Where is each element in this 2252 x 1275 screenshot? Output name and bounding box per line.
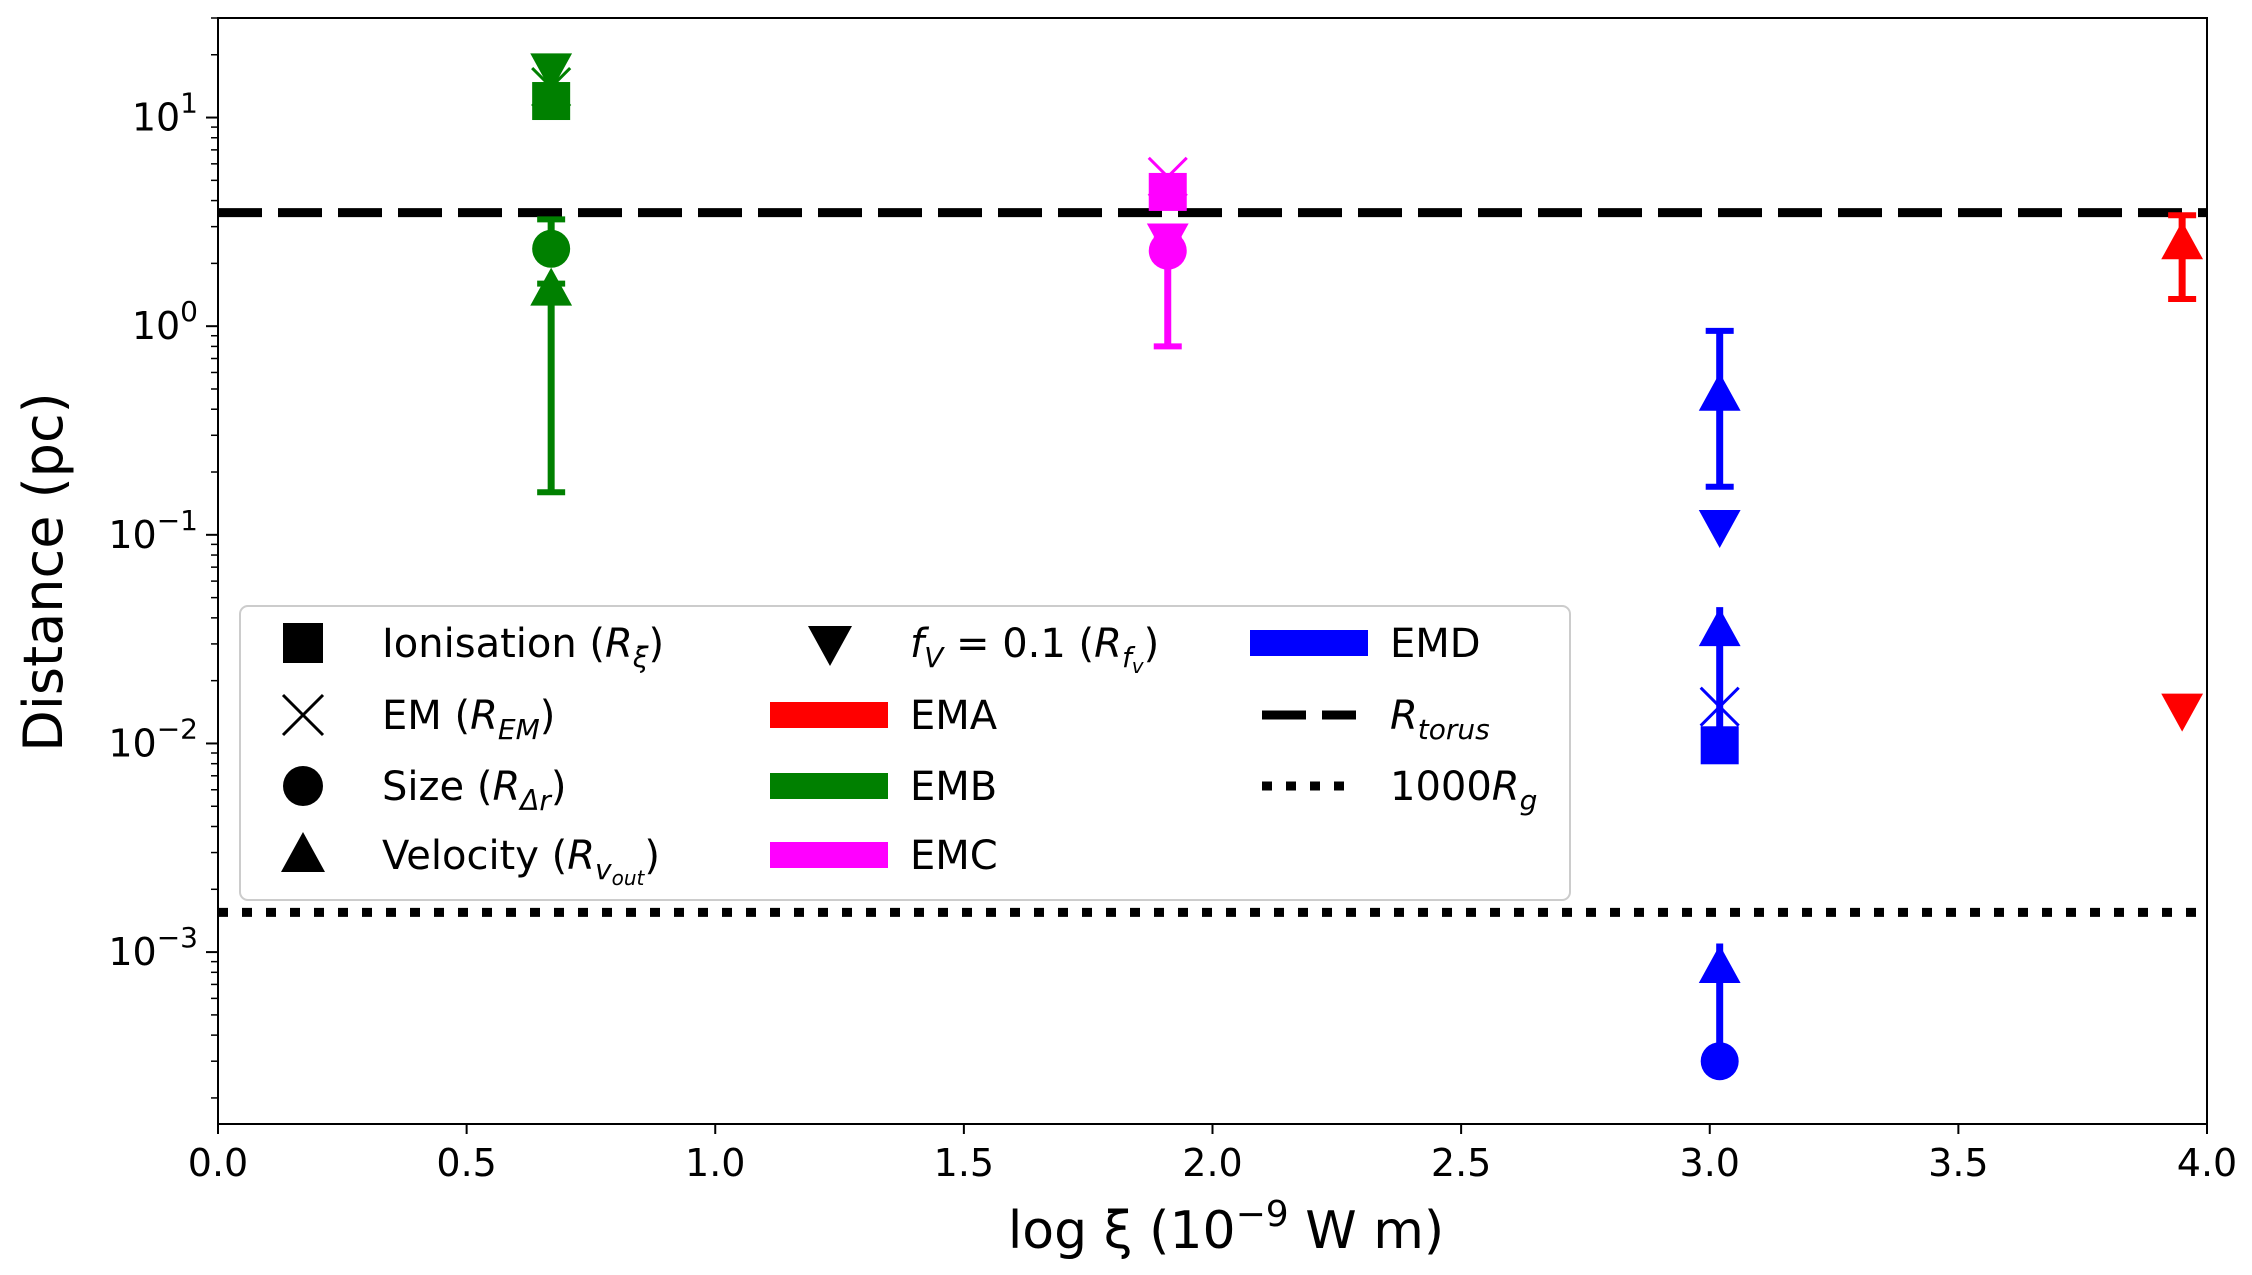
- point-circle: [1148, 231, 1187, 270]
- point-circle: [532, 229, 571, 268]
- y-tick-label: 10−3: [108, 921, 198, 974]
- point-triangle-up: [1698, 608, 1741, 647]
- legend-marker-x: [281, 693, 325, 737]
- legend-label: Rtorus: [1390, 693, 1490, 746]
- legend-label: EM (REM): [382, 693, 555, 746]
- x-tick-label: 3.0: [1680, 1141, 1740, 1185]
- y-tick-label: 100: [132, 295, 198, 348]
- x-tick-label: 1.5: [934, 1141, 994, 1185]
- point-triangle-up: [2161, 221, 2204, 260]
- legend: Ionisation (Rξ) EM (REM) Size (RΔr) Velocit…: [239, 605, 1571, 901]
- point-triangle-up: [1698, 372, 1741, 411]
- point-triangle-down: [1698, 510, 1741, 549]
- legend-marker-triangle-up: [281, 832, 325, 872]
- series-ema: [2161, 212, 2204, 732]
- x-tick-label: 0.0: [188, 1141, 248, 1185]
- series-emc: [1146, 156, 1189, 350]
- point-triangle-down: [530, 53, 573, 92]
- legend-label: Ionisation (Rξ): [382, 621, 664, 674]
- x-tick-label: 4.0: [2177, 1141, 2237, 1185]
- point-x: [1699, 686, 1740, 727]
- x-tick-label: 0.5: [436, 1141, 496, 1185]
- point-triangle-up: [1698, 944, 1741, 983]
- legend-label: fV = 0.1 (Rfv): [910, 621, 1159, 678]
- legend-patch: [770, 702, 888, 728]
- y-tick-label: 10−2: [108, 712, 198, 765]
- point-square: [1148, 172, 1187, 211]
- y-tick-label: 10−1: [108, 504, 198, 557]
- y-axis: 101 100 10−1 10−2 10−3: [108, 17, 218, 1099]
- legend-label: EMC: [910, 833, 998, 879]
- x-tick-label: 3.5: [1928, 1141, 1988, 1185]
- plot-area: [217, 17, 2208, 1125]
- legend-frame: [239, 605, 1571, 901]
- x-axis-title: log ξ (10−9 W m): [1008, 1194, 1444, 1261]
- legend-patch: [770, 842, 888, 868]
- x-axis: 0.0 0.5 1.0 1.5 2.0 2.5 3.0 3.5 4.0: [188, 1124, 2237, 1185]
- legend-patch: [770, 773, 888, 799]
- legend-label: Velocity (Rvout): [382, 833, 660, 890]
- y-tick-label: 101: [132, 87, 198, 140]
- point-triangle-up: [530, 267, 573, 306]
- plot-frame: [217, 17, 2208, 1125]
- x-tick-label: 2.5: [1431, 1141, 1491, 1185]
- legend-marker-square: [283, 623, 323, 663]
- legend-label: EMD: [1390, 621, 1481, 667]
- legend-label: 1000Rg: [1390, 764, 1537, 817]
- legend-label: EMA: [910, 693, 998, 739]
- legend-marker-circle: [283, 766, 323, 806]
- y-axis-title: Distance (pc): [12, 392, 75, 751]
- point-circle: [1700, 1042, 1739, 1081]
- legend-label: Size (RΔr): [382, 764, 567, 817]
- point-triangle-down: [2161, 693, 2204, 732]
- legend-marker-triangle-down: [808, 626, 852, 666]
- point-square: [532, 82, 571, 121]
- x-tick-label: 1.0: [685, 1141, 745, 1185]
- legend-marker-x-stroke: [281, 693, 325, 737]
- series-emd: [1698, 327, 1741, 1081]
- series-emb: [530, 53, 573, 496]
- chart-marks: [218, 53, 2207, 1081]
- x-tick-label: 2.0: [1182, 1141, 1242, 1185]
- legend-patch: [1250, 630, 1368, 656]
- legend-label: EMB: [910, 764, 997, 810]
- point-x-stroke: [1699, 686, 1740, 727]
- point-square: [1700, 726, 1739, 765]
